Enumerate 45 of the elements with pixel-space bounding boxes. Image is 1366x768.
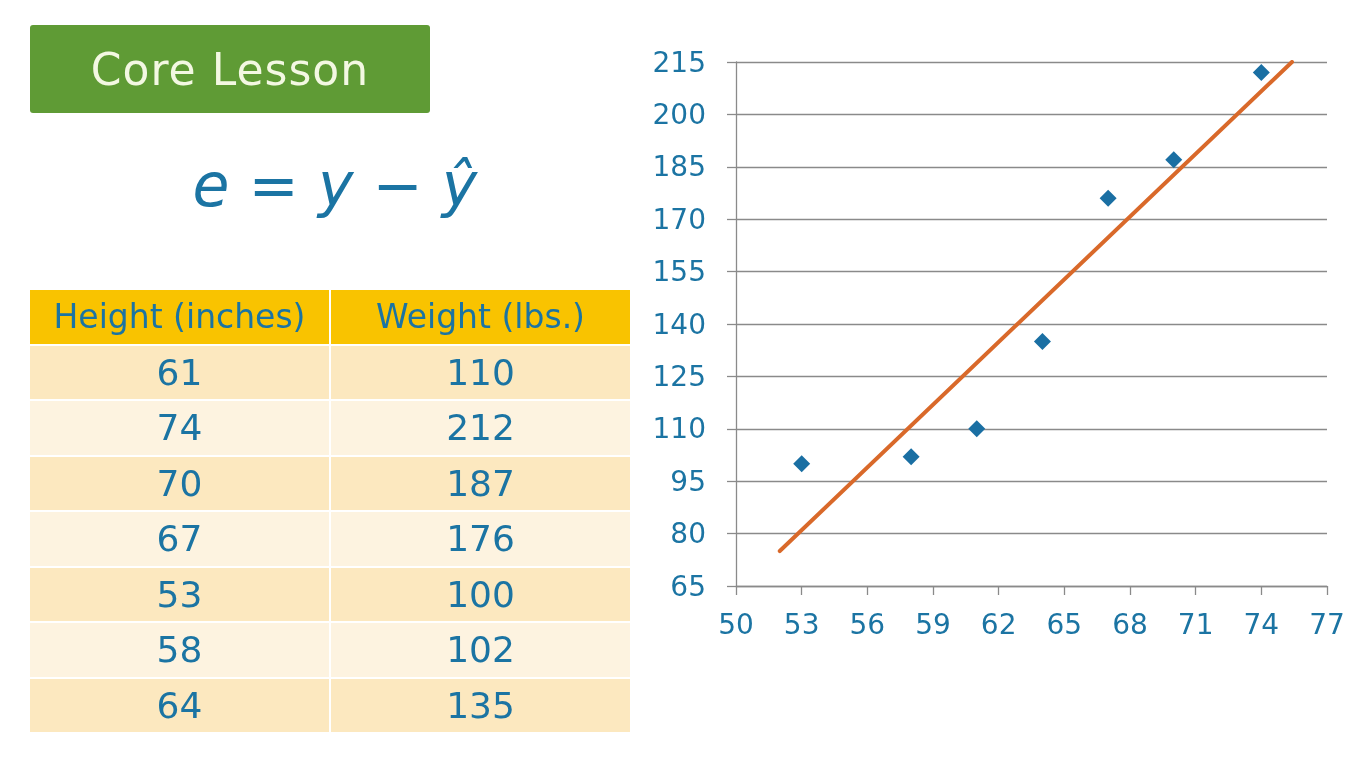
text: 70 bbox=[30, 456, 329, 510]
x-tick-label: 59 bbox=[915, 607, 951, 641]
y-tick-label: 215 bbox=[652, 45, 706, 79]
text: 102 bbox=[331, 623, 630, 677]
x-tick-label: 77 bbox=[1309, 607, 1345, 641]
x-tick-label: 62 bbox=[980, 607, 1017, 641]
point bbox=[1165, 151, 1183, 169]
text: 135 bbox=[331, 678, 630, 732]
text: 67 bbox=[30, 512, 329, 566]
text: 61 bbox=[30, 345, 329, 399]
y-tick-label: 185 bbox=[652, 150, 706, 184]
y-tick-label: 155 bbox=[652, 255, 706, 289]
text: e = y − ŷ bbox=[191, 149, 479, 222]
text: 74 bbox=[30, 401, 329, 455]
x-tick-label: 74 bbox=[1243, 607, 1280, 641]
y-tick-label: 110 bbox=[652, 412, 706, 446]
text: Core Lesson bbox=[30, 25, 430, 113]
text: 100 bbox=[331, 567, 630, 621]
text: 58 bbox=[30, 623, 329, 677]
y-tick-label: 200 bbox=[652, 97, 706, 131]
text: 187 bbox=[331, 456, 630, 510]
point bbox=[968, 420, 986, 438]
x-tick-label: 50 bbox=[718, 607, 754, 641]
category-label: Weight (lbs.) bbox=[331, 290, 630, 344]
text: 64 bbox=[30, 678, 329, 732]
x-tick-label: 53 bbox=[783, 607, 820, 641]
y-tick-label: 95 bbox=[670, 464, 706, 498]
y-tick-label: 80 bbox=[670, 517, 706, 551]
x-tick-label: 71 bbox=[1177, 607, 1214, 641]
category-label: Height (inches) bbox=[30, 290, 329, 344]
y-tick-label: 170 bbox=[652, 202, 706, 236]
y-tick-label: 140 bbox=[652, 307, 706, 341]
x-tick-label: 65 bbox=[1046, 607, 1083, 641]
point bbox=[793, 455, 811, 473]
y-tick-label: 125 bbox=[652, 359, 706, 393]
y-tick-label: 65 bbox=[670, 569, 706, 603]
text: 176 bbox=[331, 512, 630, 566]
point bbox=[902, 448, 920, 466]
point bbox=[1252, 63, 1270, 81]
point bbox=[1099, 189, 1117, 207]
point bbox=[1033, 332, 1051, 350]
x-tick-label: 56 bbox=[849, 607, 886, 641]
text: 212 bbox=[331, 401, 630, 455]
text: 110 bbox=[331, 345, 630, 399]
x-tick-label: 68 bbox=[1112, 607, 1148, 641]
